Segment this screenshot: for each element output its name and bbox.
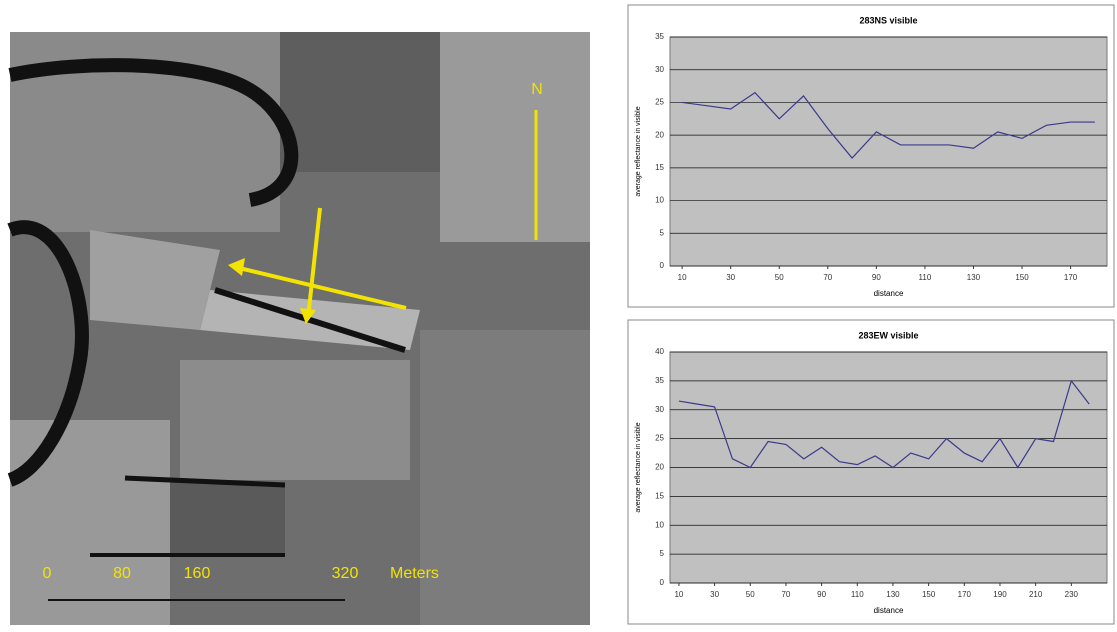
x-tick-label: 130 — [967, 273, 981, 282]
data-line — [678, 379, 1090, 469]
y-tick-label: 35 — [655, 32, 664, 41]
plot-area — [669, 36, 1108, 267]
x-tick-label: 70 — [781, 590, 790, 599]
y-tick-label: 15 — [655, 491, 664, 500]
x-axis-label: distance — [874, 289, 904, 298]
x-tick-label: 10 — [674, 590, 683, 599]
scale-label: 0 — [43, 565, 52, 582]
y-tick-label: 25 — [655, 434, 664, 443]
x-tick-label: 50 — [775, 273, 784, 282]
x-tick-label: 210 — [1029, 590, 1043, 599]
y-tick-label: 5 — [660, 549, 665, 558]
y-axis-label: average reflectance in visible — [635, 422, 642, 512]
x-tick-label: 110 — [851, 590, 864, 599]
x-tick-label: 150 — [1015, 273, 1029, 282]
x-tick-label: 190 — [993, 590, 1007, 599]
chart-title: 283NS visible — [859, 15, 917, 25]
y-tick-label: 40 — [655, 347, 664, 356]
north-label: N — [531, 81, 543, 98]
y-tick-label: 0 — [660, 578, 665, 587]
x-tick-label: 90 — [817, 590, 826, 599]
data-line — [682, 91, 1095, 159]
y-tick-label: 5 — [660, 228, 665, 237]
scale-label: 160 — [184, 565, 211, 582]
chart-title: 283EW visible — [858, 330, 918, 340]
x-tick-label: 10 — [678, 273, 687, 282]
y-tick-label: 25 — [655, 98, 664, 107]
x-axis-label: distance — [874, 606, 904, 615]
x-tick-label: 90 — [872, 273, 881, 282]
y-tick-label: 10 — [655, 196, 664, 205]
x-tick-label: 230 — [1065, 590, 1079, 599]
y-tick-label: 20 — [655, 463, 664, 472]
scale-unit: Meters — [390, 565, 439, 582]
scale-label: 80 — [113, 565, 131, 582]
y-tick-label: 10 — [655, 520, 664, 529]
y-axis-label: average reflectance in visible — [635, 106, 642, 196]
y-tick-label: 0 — [660, 261, 665, 270]
x-tick-label: 170 — [1064, 273, 1078, 282]
x-tick-label: 130 — [886, 590, 900, 599]
aerial-image: N 0 80 160 320 Meters — [7, 32, 590, 625]
x-tick-label: 50 — [746, 590, 755, 599]
scale-label: 320 — [332, 565, 359, 582]
x-tick-label: 170 — [958, 590, 972, 599]
y-tick-label: 20 — [655, 130, 664, 139]
x-tick-label: 30 — [710, 590, 719, 599]
x-tick-label: 30 — [726, 273, 735, 282]
y-tick-label: 30 — [655, 405, 664, 414]
x-tick-label: 110 — [919, 273, 932, 282]
y-tick-label: 30 — [655, 65, 664, 74]
y-tick-label: 15 — [655, 163, 664, 172]
x-tick-label: 70 — [823, 273, 832, 282]
y-tick-label: 35 — [655, 376, 664, 385]
x-tick-label: 150 — [922, 590, 936, 599]
